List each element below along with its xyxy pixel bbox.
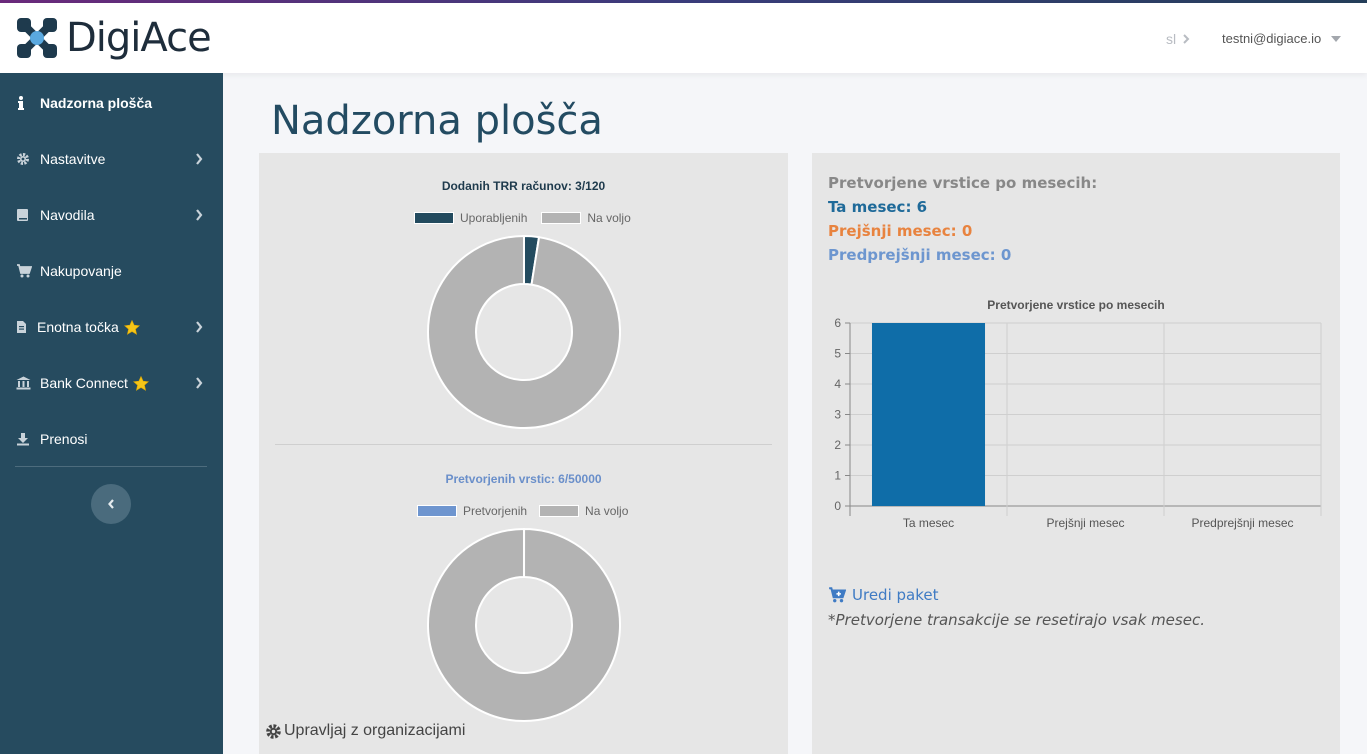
manage-organizations-link[interactable]: Upravljaj z organizacijami [265, 722, 465, 740]
stats-heading: Pretvorjene vrstice po mesecih: [828, 174, 1098, 192]
accounts-free-slice[interactable] [427, 235, 621, 429]
gear-icon [16, 151, 36, 167]
star-icon [123, 319, 140, 335]
legend-swatch-used [417, 505, 457, 517]
user-menu[interactable]: testni@digiace.io [1222, 31, 1342, 46]
chevron-right-icon [1183, 34, 1190, 44]
chevron-right-icon [196, 321, 203, 333]
bar-chart-title: Pretvorjene vrstice po mesecih [987, 298, 1165, 312]
accounts-chart-legend: Uporabljenih Na voljo [414, 211, 631, 225]
monthly-stats-panel: Pretvorjene vrstice po mesecih: Ta mesec… [812, 153, 1340, 754]
usage-panel: Dodanih TRR računov: 3/120 Uporabljenih … [259, 153, 788, 754]
bar[interactable] [871, 323, 986, 506]
gear-icon [266, 723, 281, 739]
sidebar-item-single-point[interactable]: Enotna točka [0, 299, 223, 355]
y-tick-label: 3 [834, 408, 841, 422]
sidebar-item-settings[interactable]: Nastavitve [0, 131, 223, 187]
y-tick-label: 4 [834, 377, 841, 391]
star-icon [132, 375, 149, 391]
legend-swatch-free [541, 212, 582, 224]
cart-icon [829, 587, 846, 603]
x-tick-label: Prejšnji mesec [1046, 516, 1124, 530]
sidebar-item-label: Nastavitve [40, 151, 106, 167]
sidebar-collapse-button[interactable] [91, 484, 131, 524]
y-tick-label: 6 [834, 316, 841, 330]
x-tick-label: Ta mesec [903, 516, 954, 530]
legend-label-free: Na voljo [587, 211, 631, 225]
chevron-left-icon [108, 499, 114, 509]
sidebar-item-shopping[interactable]: Nakupovanje [0, 243, 223, 299]
top-accent-line [0, 0, 1367, 3]
stats-previous-month: Prejšnji mesec: 0 [828, 222, 973, 240]
logo[interactable]: DigiAce [14, 15, 212, 61]
panel-separator [275, 444, 772, 445]
sidebar-item-label: Enotna točka [37, 319, 119, 335]
sidebar-item-bank-connect[interactable]: Bank Connect [0, 355, 223, 411]
y-tick-label: 2 [834, 438, 841, 452]
manage-organizations-label: Upravljaj z organizacijami [284, 722, 466, 739]
accounts-chart-title: Dodanih TRR računov: 3/120 [441, 179, 606, 193]
sidebar-item-guides[interactable]: Navodila [0, 187, 223, 243]
stats-current-month: Ta mesec: 6 [828, 198, 928, 216]
rows-free-slice[interactable] [427, 528, 621, 722]
legend-swatch-free [539, 505, 580, 517]
document-icon [16, 319, 33, 335]
brand-name: DigiAce [66, 15, 212, 61]
sidebar-item-downloads[interactable]: Prenosi [0, 411, 223, 467]
legend-swatch-used [414, 212, 454, 224]
sidebar: Nadzorna plošča Nastavitve Navodila Naku… [0, 73, 223, 754]
monthly-stats: Pretvorjene vrstice po mesecih: Ta mesec… [828, 171, 1097, 267]
page-title: Nadzorna plošča [271, 98, 603, 144]
info-icon [16, 95, 36, 111]
y-tick-label: 5 [834, 347, 841, 361]
cart-icon [16, 263, 36, 279]
logo-icon [17, 18, 57, 58]
sidebar-item-dashboard[interactable]: Nadzorna plošča [0, 75, 223, 131]
language-switcher[interactable]: sl [1166, 31, 1190, 47]
book-icon [16, 207, 36, 223]
monthly-bar-chart: 0 1 2 3 4 5 6 Ta mesec Prejšnji mesec Predprejšnj… [834, 316, 1322, 530]
legend-label-used: Pretvorjenih [463, 504, 528, 518]
sidebar-item-label: Navodila [40, 207, 95, 223]
edit-package-link[interactable]: Uredi paket [828, 586, 938, 604]
stats-before-previous-month: Predprejšnji mesec: 0 [828, 246, 1012, 264]
sidebar-item-label: Nadzorna plošča [40, 95, 153, 111]
chevron-right-icon [196, 377, 203, 389]
sidebar-divider [15, 466, 207, 467]
sidebar-item-label: Nakupovanje [40, 263, 122, 279]
language-label: sl [1166, 31, 1177, 47]
legend-label-free: Na voljo [585, 504, 629, 518]
user-email: testni@digiace.io [1222, 31, 1322, 46]
y-tick-label: 0 [834, 499, 841, 513]
rows-chart-legend: Pretvorjenih Na voljo [417, 504, 628, 518]
rows-donut-chart [427, 528, 621, 722]
y-tick-label: 1 [834, 469, 841, 483]
bank-icon [16, 375, 36, 391]
accounts-donut-chart [427, 235, 621, 429]
top-header: DigiAce sl testni@digiace.io [0, 3, 1367, 73]
caret-down-icon [1331, 35, 1342, 42]
chevron-right-icon [196, 209, 203, 221]
edit-package-label: Uredi paket [852, 586, 939, 604]
reset-note: *Pretvorjene transakcije se resetirajo v… [828, 611, 1205, 629]
sidebar-item-label: Prenosi [40, 431, 88, 447]
chevron-right-icon [196, 153, 203, 165]
legend-label-used: Uporabljenih [460, 211, 528, 225]
x-tick-label: Predprejšnji mesec [1191, 516, 1293, 530]
rows-chart-title: Pretvorjenih vrstic: 6/50000 [445, 472, 602, 486]
download-icon [16, 431, 36, 447]
sidebar-item-label: Bank Connect [40, 375, 128, 391]
